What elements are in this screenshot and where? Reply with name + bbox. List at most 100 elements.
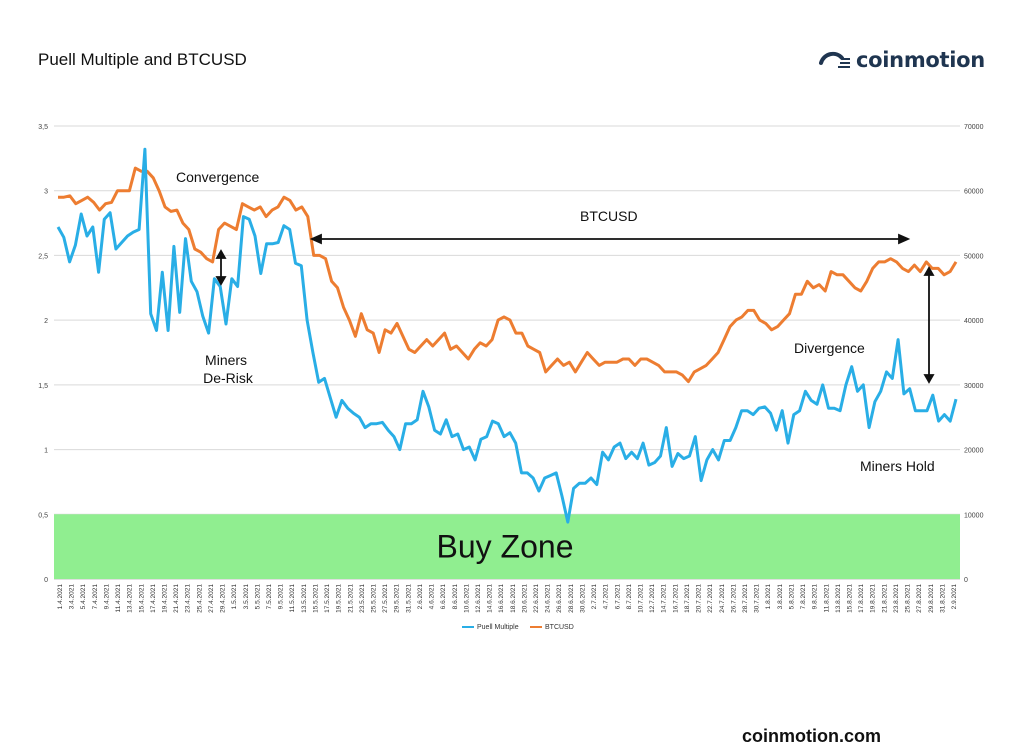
legend: Puell Multiple BTCUSD — [462, 624, 574, 631]
x-tick-label: 25.8.2021 — [905, 584, 912, 613]
annotation-divergence: Divergence — [794, 340, 865, 356]
annotation-miners-hold: Miners Hold — [860, 458, 935, 474]
annotation-miners-de-risk: Miners De-Risk — [203, 352, 254, 386]
x-tick-label: 4.6.2021 — [429, 584, 436, 610]
y-tick-label-left: 2 — [44, 318, 48, 325]
x-tick-label: 10.6.2021 — [463, 584, 470, 613]
legend-label-puell-multiple: Puell Multiple — [477, 624, 519, 631]
x-tick-label: 7.8.2021 — [800, 584, 807, 610]
x-tick-label: 20.7.2021 — [696, 584, 703, 613]
brand-name: coinmotion — [856, 48, 985, 72]
x-tick-label: 26.6.2021 — [556, 584, 563, 613]
x-tick-label: 30.6.2021 — [579, 584, 586, 613]
x-tick-label: 2.9.2021 — [951, 584, 958, 610]
x-tick-label: 19.5.2021 — [336, 584, 343, 613]
x-tick-label: 3.4.2021 — [69, 584, 76, 610]
y-tick-label-right: 10000 — [964, 512, 984, 519]
x-tick-label: 21.8.2021 — [881, 584, 888, 613]
x-tick-label: 22.7.2021 — [707, 584, 714, 613]
x-tick-label: 19.4.2021 — [161, 584, 168, 613]
x-tick-label: 28.7.2021 — [742, 584, 749, 613]
x-tick-label: 27.5.2021 — [382, 584, 389, 613]
x-tick-label: 16.7.2021 — [672, 584, 679, 613]
x-tick-label: 5.4.2021 — [80, 584, 87, 610]
x-tick-label: 22.6.2021 — [533, 584, 540, 613]
x-tick-label: 8.7.2021 — [626, 584, 633, 610]
x-tick-label: 18.6.2021 — [510, 584, 517, 613]
x-tick-label: 11.5.2021 — [289, 584, 296, 613]
x-tick-label: 29.8.2021 — [928, 584, 935, 613]
x-tick-label: 15.4.2021 — [138, 584, 145, 613]
x-axis: 1.4.2021 3.4.2021 5.4.2021 7.4.2021 9.4.2021… — [57, 584, 958, 613]
x-tick-label: 17.5.2021 — [324, 584, 331, 613]
x-tick-label: 4.7.2021 — [603, 584, 610, 610]
y-tick-label-right: 50000 — [964, 253, 984, 260]
annotation-convergence: Convergence — [176, 169, 259, 185]
x-tick-label: 13.4.2021 — [127, 584, 134, 613]
coinmotion-logo-icon — [819, 51, 850, 68]
legend-label-btcusd: BTCUSD — [545, 624, 574, 631]
x-tick-label: 21.5.2021 — [347, 584, 354, 613]
annotation-miners-de-risk-line: Miners — [205, 352, 247, 368]
arrow-head-down — [923, 374, 935, 384]
y-tick-label-left: 1 — [44, 448, 48, 455]
y-tick-label-right: 40000 — [964, 318, 984, 325]
x-tick-label: 5.8.2021 — [788, 584, 795, 610]
buy-zone-label: Buy Zone — [437, 529, 574, 565]
x-tick-label: 29.5.2021 — [394, 584, 401, 613]
annotation-miners-de-risk-line: De-Risk — [203, 370, 254, 386]
series-line-puell-multiple — [56, 147, 958, 524]
x-tick-label: 6.7.2021 — [614, 584, 621, 610]
x-tick-label: 19.8.2021 — [870, 584, 877, 613]
annotation-btcusd: BTCUSD — [580, 208, 638, 224]
x-tick-label: 23.8.2021 — [893, 584, 900, 613]
y-tick-label-left: 2,5 — [38, 253, 48, 260]
x-tick-label: 26.7.2021 — [730, 584, 737, 613]
x-tick-label: 11.8.2021 — [823, 584, 830, 613]
x-tick-label: 17.4.2021 — [150, 584, 157, 613]
y-tick-label-right: 60000 — [964, 189, 984, 196]
y-tick-label-left: 0,5 — [38, 512, 48, 519]
y-axis-right: 0 10000 20000 30000 40000 50000 60000 70000 — [964, 124, 984, 584]
y-tick-label-right: 70000 — [964, 124, 984, 131]
y-tick-label-right: 20000 — [964, 448, 984, 455]
annotation-arrows — [215, 233, 935, 384]
arrow-head-up — [215, 249, 227, 259]
x-tick-label: 2.7.2021 — [591, 584, 598, 610]
x-tick-label: 15.5.2021 — [312, 584, 319, 613]
x-tick-label: 9.8.2021 — [812, 584, 819, 610]
x-tick-label: 2.6.2021 — [417, 584, 424, 610]
x-tick-label: 10.7.2021 — [638, 584, 645, 613]
brand-logo: coinmotion — [818, 46, 985, 74]
x-tick-label: 27.4.2021 — [208, 584, 215, 613]
x-tick-label: 31.5.2021 — [405, 584, 412, 613]
x-tick-label: 7.4.2021 — [92, 584, 99, 610]
x-tick-label: 16.6.2021 — [498, 584, 505, 613]
chart: Buy Zone 0 0,5 1 1,5 2 2,5 3 3,5 0 10000 20000 300… — [38, 124, 984, 631]
x-tick-label: 23.4.2021 — [185, 584, 192, 613]
x-tick-label: 7.5.2021 — [266, 584, 273, 610]
y-tick-label-right: 30000 — [964, 383, 984, 390]
x-tick-label: 11.4.2021 — [115, 584, 122, 613]
x-tick-label: 25.5.2021 — [370, 584, 377, 613]
x-tick-label: 5.5.2021 — [254, 584, 261, 610]
x-tick-label: 12.6.2021 — [475, 584, 482, 613]
y-tick-label-left: 3,5 — [38, 124, 48, 131]
arrow-head-left — [309, 233, 322, 245]
x-tick-label: 31.8.2021 — [939, 584, 946, 613]
buy-zone — [54, 514, 960, 579]
x-tick-label: 28.6.2021 — [568, 584, 575, 613]
arrow-head-down — [215, 276, 227, 286]
x-tick-label: 3.5.2021 — [243, 584, 250, 610]
y-tick-label-left: 3 — [44, 189, 48, 196]
x-tick-label: 27.8.2021 — [916, 584, 923, 613]
x-tick-label: 12.7.2021 — [649, 584, 656, 613]
x-tick-label: 13.8.2021 — [835, 584, 842, 613]
x-tick-label: 8.6.2021 — [452, 584, 459, 610]
footer-url: coinmotion.com — [742, 726, 881, 746]
x-tick-label: 1.5.2021 — [231, 584, 238, 610]
x-tick-label: 17.8.2021 — [858, 584, 865, 613]
x-tick-label: 9.5.2021 — [278, 584, 285, 610]
y-tick-label-right: 0 — [964, 577, 968, 584]
x-tick-label: 14.7.2021 — [661, 584, 668, 613]
